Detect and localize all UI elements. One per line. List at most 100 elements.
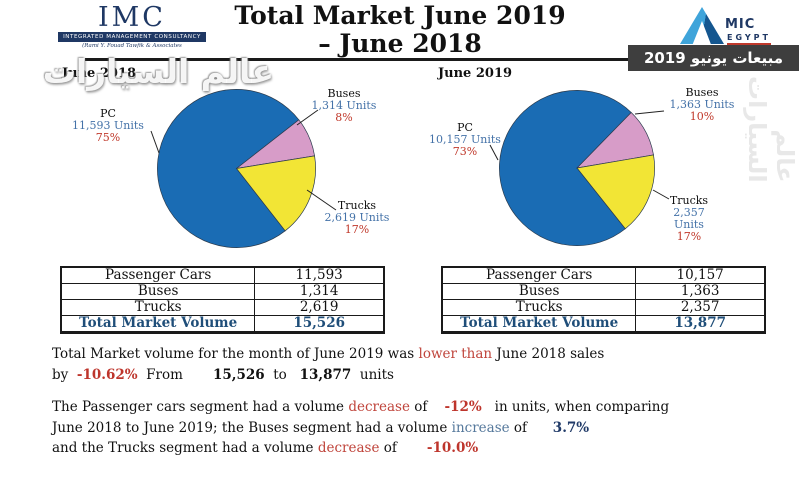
pie-slice-trucks xyxy=(576,154,655,230)
text-segment: The Passenger cars segment had a volume xyxy=(52,399,349,415)
imc-logo: IMC Integrated Management Consultancy (R… xyxy=(58,4,206,50)
slice-name: Buses xyxy=(685,86,719,99)
pie-slice-pc xyxy=(157,89,300,248)
slice-units: 1,363 Units xyxy=(669,98,735,111)
volume-table-june-2018: Passenger Cars 11,593 Buses 1,314 Trucks… xyxy=(60,266,385,334)
slice-percent: 17% xyxy=(344,223,370,236)
arabic-banner: مبيعات يونيو 2019 xyxy=(628,45,799,71)
text-segment: units xyxy=(351,366,394,383)
slice-units: 1,314 Units xyxy=(311,99,377,112)
title-line-1: Total Market June 2019 xyxy=(234,1,566,30)
table-row: Passenger Cars 10,157 xyxy=(441,266,766,284)
text-segment: decrease xyxy=(348,399,410,415)
text-segment: 3.7% xyxy=(552,419,590,436)
value-cell: 10,157 xyxy=(635,266,766,284)
page-title: Total Market June 2019 – June 2018 xyxy=(200,2,600,58)
chart-title-june-2018: June 2018 xyxy=(62,66,137,81)
amic-egypt-label: EGYPT xyxy=(727,33,771,45)
total-value-cell: 15,526 xyxy=(254,315,385,334)
slice-name: Buses xyxy=(327,87,361,100)
pc-label-2019: PC 10,157 Units 73% xyxy=(424,122,506,158)
text-segment: 15,526 xyxy=(212,366,265,383)
imc-acronym: IMC xyxy=(98,2,166,33)
text-segment: June 2018 to June 2019; the Buses segmen… xyxy=(52,419,452,436)
slice-units: 2,357 Units xyxy=(673,206,705,231)
text-segment: -12% xyxy=(444,399,482,415)
summary-line: June 2018 to June 2019; the Buses segmen… xyxy=(52,418,772,439)
table-row: Trucks 2,619 xyxy=(60,299,385,316)
text-segment: of xyxy=(409,399,445,415)
table-row: Buses 1,363 xyxy=(441,283,766,300)
table-row: Buses 1,314 xyxy=(60,283,385,300)
value-cell: 11,593 xyxy=(254,266,385,284)
total-row: Total Market Volume 13,877 xyxy=(441,315,766,334)
amic-a-icon xyxy=(680,7,724,44)
slice-percent: 75% xyxy=(95,131,121,144)
pie-chart-june-2019 xyxy=(498,89,656,247)
text-segment: 13,877 xyxy=(299,366,352,383)
total-label-cell: Total Market Volume xyxy=(60,315,256,334)
pie-chart-june-2018 xyxy=(156,88,317,249)
summary-paragraph-segments: The Passenger cars segment had a volume … xyxy=(52,397,772,459)
slice-percent: 8% xyxy=(335,111,353,124)
trucks-label-2018: Trucks 2,619 Units 17% xyxy=(312,200,402,236)
category-cell: Trucks xyxy=(60,299,256,316)
slice-name: PC xyxy=(100,107,116,120)
text-segment: June 2018 sales xyxy=(492,346,605,362)
summary-line: The Passenger cars segment had a volume … xyxy=(52,397,772,418)
slice-name: Trucks xyxy=(337,199,377,212)
slice-units: 10,157 Units xyxy=(429,133,501,146)
buses-label-2018: Buses 1,314 Units 8% xyxy=(301,88,387,124)
watermark-text-vertical: عالم السيارات xyxy=(743,76,799,183)
slice-name: PC xyxy=(457,121,473,134)
amic-mic-label: MIC xyxy=(725,17,756,32)
value-cell: 2,619 xyxy=(254,299,385,316)
category-cell: Passenger Cars xyxy=(441,266,637,284)
slice-units: 11,593 Units xyxy=(72,119,144,132)
text-segment: to xyxy=(264,366,300,383)
category-cell: Buses xyxy=(60,283,256,300)
slice-percent: 17% xyxy=(676,230,702,243)
text-segment: -10.0% xyxy=(426,440,479,456)
text-segment: lower than xyxy=(418,346,493,362)
table-row: Passenger Cars 11,593 xyxy=(60,266,385,284)
total-label-cell: Total Market Volume xyxy=(441,315,637,334)
text-segment: Total Market volume for the month of Jun… xyxy=(52,346,419,362)
value-cell: 1,314 xyxy=(254,283,385,300)
total-value-cell: 13,877 xyxy=(635,315,766,334)
slice-name: Trucks xyxy=(669,194,709,207)
volume-table-june-2019: Passenger Cars 10,157 Buses 1,363 Trucks… xyxy=(441,266,766,334)
summary-line: Total Market volume for the month of Jun… xyxy=(52,344,772,365)
total-row: Total Market Volume 15,526 xyxy=(60,315,385,334)
text-segment: From xyxy=(137,366,213,383)
text-segment: increase xyxy=(451,419,510,436)
title-line-2: – June 2018 xyxy=(318,29,482,58)
category-cell: Buses xyxy=(441,283,637,300)
slice-percent: 73% xyxy=(452,145,478,158)
slice-units: 2,619 Units xyxy=(324,211,390,224)
summary-line: by -10.62% From 15,526 to 13,877 units xyxy=(52,365,772,386)
summary-paragraph-total: Total Market volume for the month of Jun… xyxy=(52,344,772,385)
imc-bar-label: Integrated Management Consultancy xyxy=(58,32,206,42)
pie-slice-pc xyxy=(499,90,632,246)
chart-title-june-2019: June 2019 xyxy=(438,66,513,81)
text-segment: and the Trucks segment had a volume xyxy=(52,440,318,456)
slice-percent: 10% xyxy=(689,110,715,123)
value-cell: 1,363 xyxy=(635,283,766,300)
category-cell: Trucks xyxy=(441,299,637,316)
trucks-label-2019: Trucks 2,357 Units 17% xyxy=(662,195,716,243)
text-segment: of xyxy=(509,419,553,436)
imc-tagline: (Rami Y. Fouad Tawfik & Associates xyxy=(82,43,182,49)
title-underline xyxy=(85,58,630,61)
summary-line: and the Trucks segment had a volume decr… xyxy=(52,438,772,459)
text-segment: of xyxy=(379,440,427,456)
text-segment: -10.62% xyxy=(76,366,138,383)
category-cell: Passenger Cars xyxy=(60,266,256,284)
table-row: Trucks 2,357 xyxy=(441,299,766,316)
text-segment: in units, when comparing xyxy=(481,399,670,415)
text-segment: by xyxy=(52,366,77,383)
text-segment: decrease xyxy=(317,440,380,456)
value-cell: 2,357 xyxy=(635,299,766,316)
buses-label-2019: Buses 1,363 Units 10% xyxy=(658,87,746,123)
